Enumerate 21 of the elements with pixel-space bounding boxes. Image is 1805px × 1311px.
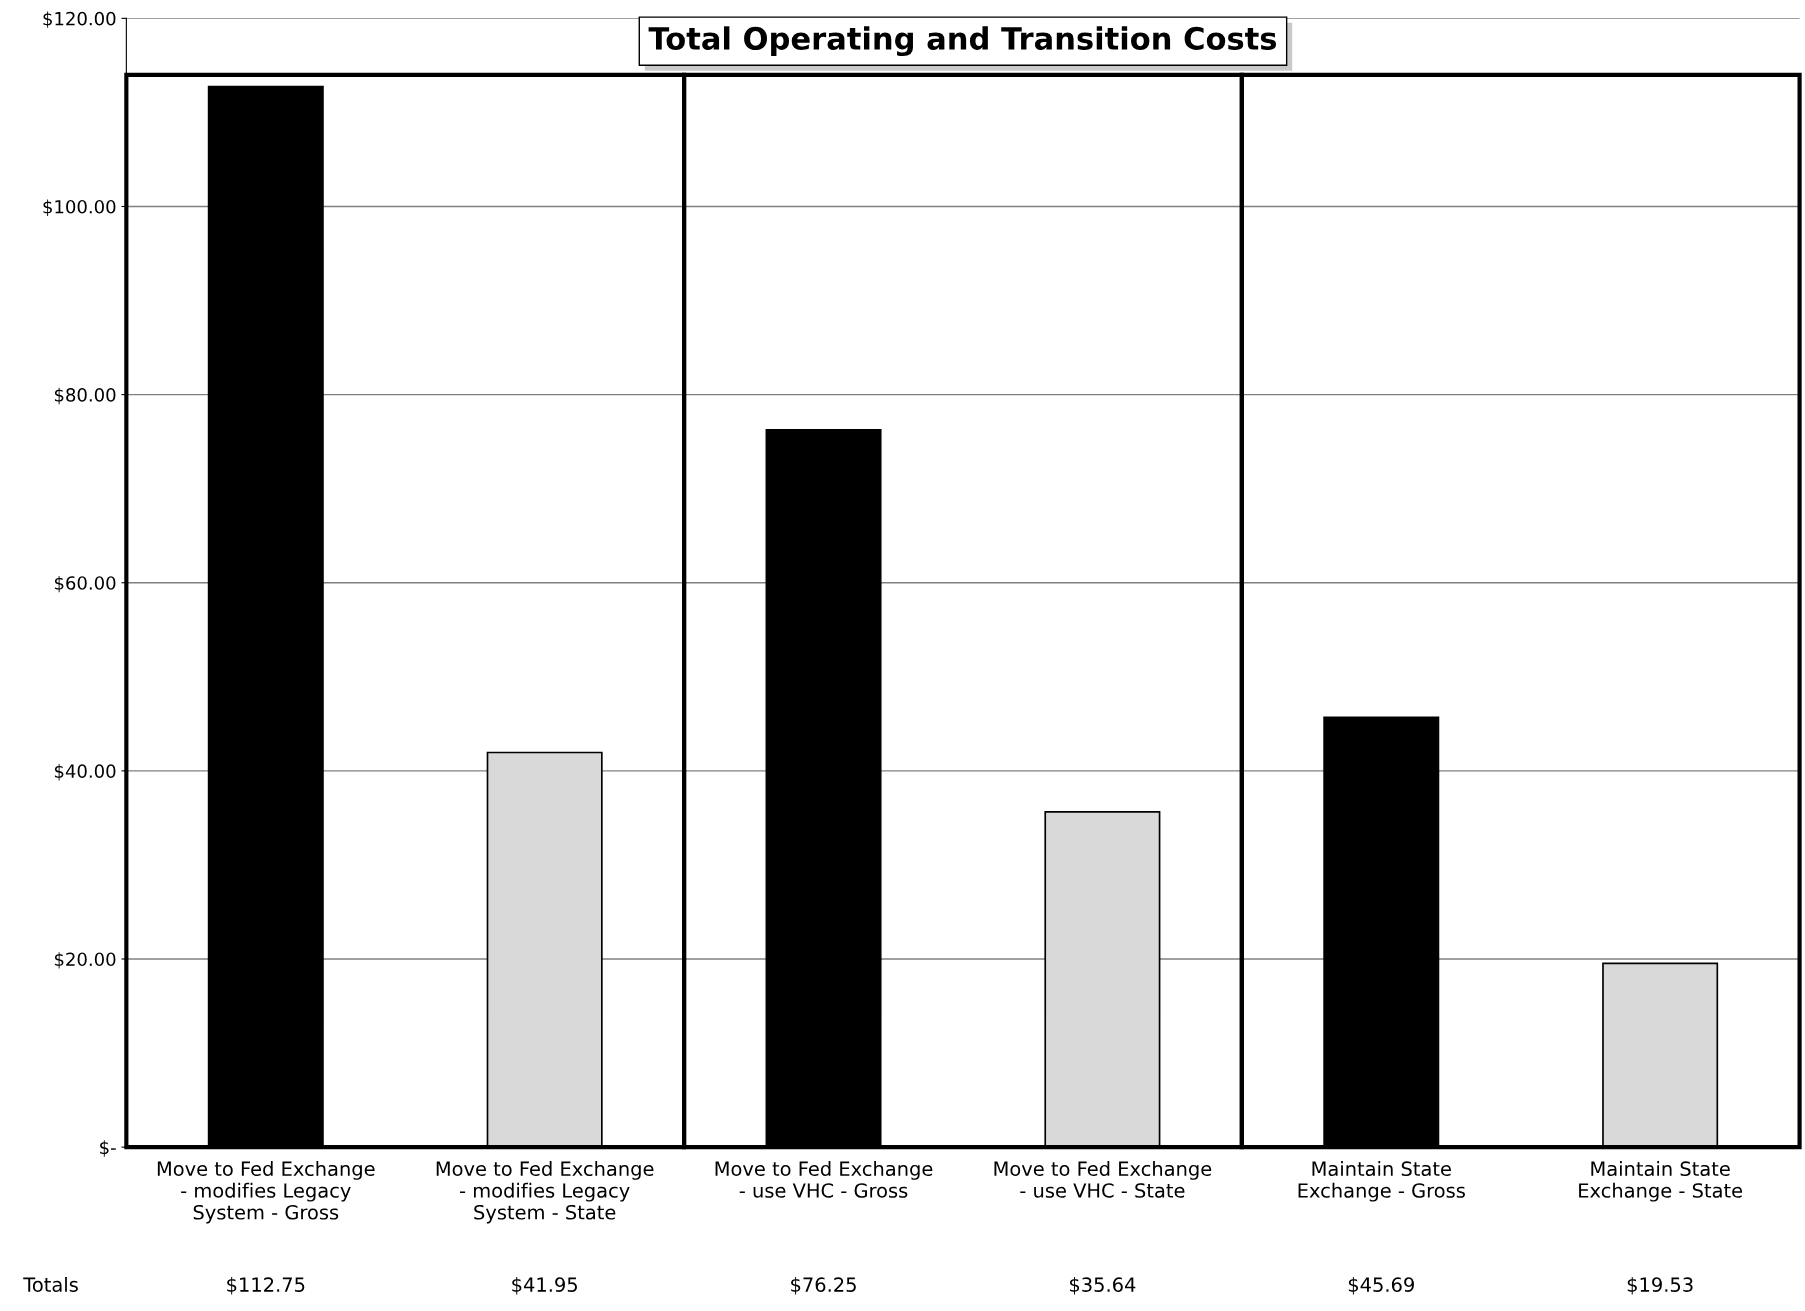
- x-tick-label: Maintain State Exchange - Gross: [1298, 1161, 1465, 1202]
- y-tick-label: $80.00: [54, 387, 116, 405]
- y-tick-label: $60.00: [54, 575, 116, 593]
- x-tick-label: Move to Fed Exchange - use VHC - State: [994, 1161, 1212, 1198]
- y-tick-label: $120.00: [43, 11, 116, 28]
- y-tick-label: $40.00: [54, 764, 116, 781]
- chart-title: Total Operating and Transition Costs: [648, 26, 1277, 57]
- y-tick-label: $100.00: [43, 199, 116, 216]
- text: Totals: [23, 1276, 78, 1292]
- x-tick-label: Move to Fed Exchange - modifies Legacy System - State: [436, 1161, 654, 1224]
- x-tick-label: Move to Fed Exchange - use VHC - Gross: [715, 1161, 933, 1198]
- data-label: $35.64: [1070, 1276, 1136, 1295]
- data-label: $112.75: [227, 1276, 305, 1295]
- data-label: $41.95: [512, 1276, 577, 1295]
- data-label: $45.69: [1348, 1276, 1414, 1295]
- y-tick-label: $-: [100, 1140, 116, 1157]
- data-label: $76.25: [791, 1276, 856, 1295]
- y-tick-label: $20.00: [54, 952, 116, 969]
- data-label: $19.53: [1627, 1276, 1693, 1295]
- x-tick-label: Maintain State Exchange - State: [1579, 1161, 1743, 1202]
- x-tick-label: Move to Fed Exchange - modifies Legacy System - Gross: [157, 1161, 375, 1224]
